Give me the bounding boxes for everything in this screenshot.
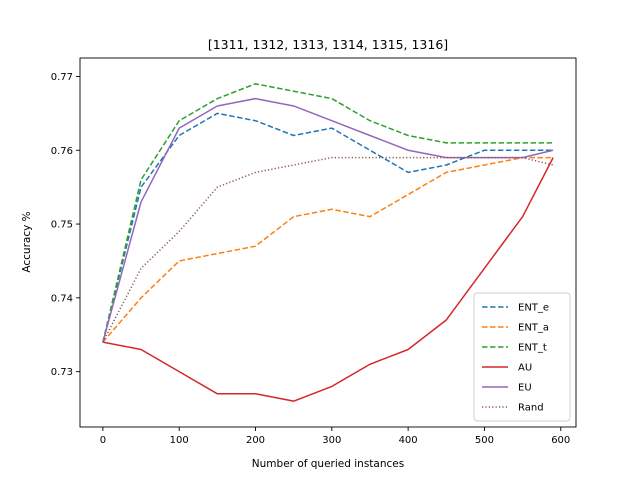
series-line-ent-t: [102, 83, 554, 343]
series-layer: [102, 83, 554, 402]
y-tick-label: 0.73: [51, 367, 73, 378]
x-tick-label: 400: [399, 435, 418, 446]
legend-box: [473, 292, 571, 422]
series-line-ent-e: [102, 112, 554, 343]
y-tick-label: 0.75: [51, 220, 73, 231]
series-line-au: [102, 157, 554, 402]
series-line-ent-a: [102, 156, 554, 343]
legend: ENT_e ENT_a ENT_t AU EU Rand: [473, 292, 571, 422]
legend-label: EU: [518, 383, 532, 394]
y-axis-ticks: 0.73 0.74 0.75 0.76 0.77: [51, 72, 80, 378]
y-tick-label: 0.74: [51, 293, 73, 304]
legend-label: ENT_a: [518, 323, 549, 334]
legend-label: AU: [518, 363, 532, 374]
legend-label: Rand: [518, 403, 544, 414]
x-axis-ticks: 0 100 200 300 400 500 600: [100, 427, 570, 446]
x-tick-label: 100: [170, 435, 189, 446]
y-tick-label: 0.76: [51, 146, 73, 157]
x-tick-label: 600: [551, 435, 570, 446]
chart-title: [1311, 1312, 1313, 1314, 1315, 1316]: [208, 37, 448, 52]
y-tick-label: 0.77: [51, 72, 73, 83]
x-tick-label: 300: [322, 435, 341, 446]
x-tick-label: 0: [100, 435, 106, 446]
legend-label: ENT_e: [518, 303, 549, 314]
y-axis-label: Accuracy %: [21, 211, 33, 272]
x-tick-label: 500: [475, 435, 494, 446]
series-line-rand: [102, 156, 554, 343]
plot-frame: [79, 57, 577, 428]
x-axis-label: Number of queried instances: [252, 458, 404, 470]
x-tick-label: 200: [246, 435, 265, 446]
legend-label: ENT_t: [518, 343, 547, 354]
